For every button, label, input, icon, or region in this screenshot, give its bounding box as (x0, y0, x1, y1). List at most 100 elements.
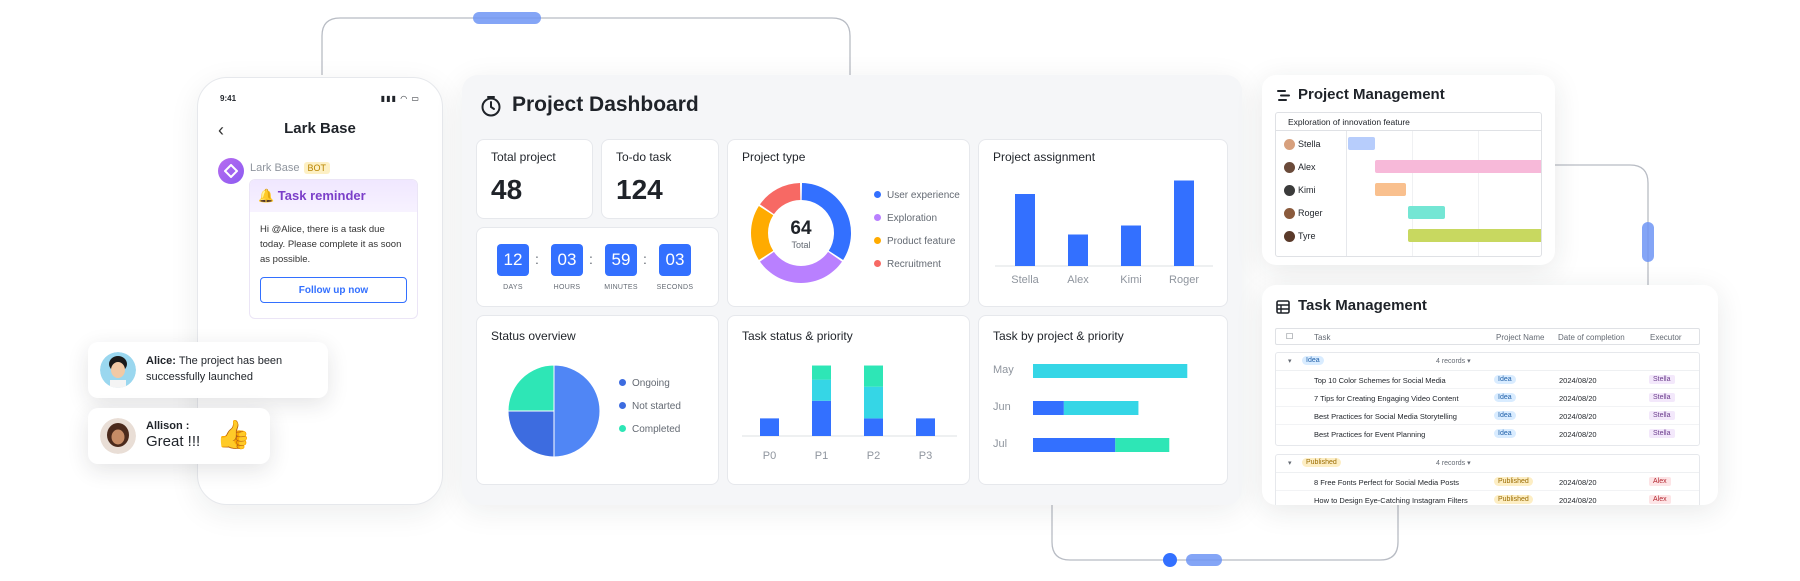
bar[interactable] (1068, 234, 1088, 267)
legend-dot (874, 237, 881, 244)
group-header[interactable]: ▾ Published 4 records ▾ (1276, 455, 1699, 473)
gantt-row-label[interactable]: Tyre (1276, 225, 1346, 247)
follow-up-button[interactable]: Follow up now (260, 277, 407, 303)
assignee-name: Roger (1298, 208, 1323, 218)
bot-avatar (218, 158, 244, 184)
group-tag: Idea (1302, 356, 1324, 365)
legend-dot (619, 425, 626, 432)
column-header-task[interactable]: Task (1314, 333, 1331, 342)
table-row[interactable]: Best Practices for Event Planning Idea 202… (1276, 426, 1699, 443)
tile-label: Project type (742, 150, 806, 164)
column-header-executor[interactable]: Executor (1650, 333, 1682, 342)
chat-message-allison: Allison : Great !!! 👍 (88, 408, 270, 464)
column-header-date[interactable]: Date of completion (1558, 333, 1625, 342)
x-tick-label: P1 (814, 450, 829, 462)
bar-segment[interactable] (916, 418, 935, 436)
legend-item: Exploration (874, 213, 937, 224)
task-reminder-card: 🔔 Task reminder Hi @Alice, there is a ta… (249, 179, 418, 319)
executor-tag: Stella (1649, 375, 1675, 384)
record-count[interactable]: 4 records ▾ (1436, 460, 1471, 467)
back-arrow-icon[interactable]: ‹ (218, 120, 224, 140)
pie-slice[interactable] (553, 364, 601, 458)
status-overview-tile[interactable]: Status overview Ongoing Not started Comp… (476, 315, 719, 485)
bar-segment[interactable] (812, 400, 831, 436)
gantt-bar[interactable] (1375, 183, 1407, 196)
table-group: ▾ Idea 4 records ▾ Top 10 Color Schemes for… (1275, 352, 1700, 446)
select-all-checkbox[interactable]: ☐ (1286, 332, 1294, 341)
bar-segment[interactable] (864, 365, 883, 387)
tile-label: Task by project & priority (993, 329, 1124, 343)
gantt-bar[interactable] (1408, 229, 1541, 242)
task-name: Best Practices for Social Media Storytel… (1314, 412, 1457, 421)
legend-label: Recruitment (887, 259, 941, 270)
donut-slice[interactable] (801, 183, 851, 260)
countdown-seconds: 03 (659, 244, 691, 276)
project-assignment-tile[interactable]: Project assignment Stella Alex Kimi Roger (978, 139, 1228, 307)
legend-label: User experience (887, 190, 960, 201)
group-header[interactable]: ▾ Idea 4 records ▾ (1276, 353, 1699, 371)
gantt-row-label[interactable]: Stella (1276, 133, 1346, 155)
bar-segment[interactable] (1033, 438, 1116, 452)
record-count[interactable]: 4 records ▾ (1436, 358, 1471, 365)
collapse-caret-icon[interactable]: ▾ (1288, 358, 1292, 365)
legend-item: Product feature (874, 236, 955, 247)
legend-dot (874, 260, 881, 267)
tile-label: Project assignment (993, 150, 1096, 164)
pie-slice[interactable] (507, 364, 555, 412)
thumbs-up-icon: 👍 (216, 419, 251, 450)
bar-segment[interactable] (864, 418, 883, 436)
table-row[interactable]: Top 10 Color Schemes for Social Media Ide… (1276, 372, 1699, 389)
completion-date: 2024/08/20 (1559, 376, 1597, 385)
bar[interactable] (1015, 194, 1035, 266)
status-overview-pie-chart (507, 364, 601, 458)
gantt-bar[interactable] (1375, 160, 1541, 173)
mobile-app-frame: 9:41 ▮▮▮ ◠ ▭ Lark Base ‹ Lark Base BOT 🔔 … (197, 77, 443, 505)
bar[interactable] (1174, 180, 1194, 267)
pie-slice[interactable] (507, 410, 555, 458)
gantt-row-label[interactable]: Alex (1276, 156, 1346, 178)
gantt-chart: Exploration of innovation feature Stella… (1275, 112, 1542, 257)
legend-item: Completed (619, 424, 680, 435)
table-row[interactable]: How to Design Eye-Catching Instagram Fil… (1276, 492, 1699, 505)
bot-name-label: Lark Base (250, 162, 300, 174)
bar-segment[interactable] (760, 418, 779, 436)
total-project-tile[interactable]: Total project 48 (476, 139, 593, 219)
chat-message-alice: Alice: The project has been successfully… (88, 342, 328, 398)
gantt-gridline (1412, 131, 1413, 256)
assignee-name: Tyre (1298, 231, 1316, 241)
collapse-caret-icon[interactable]: ▾ (1288, 460, 1292, 467)
task-by-project-tile[interactable]: Task by project & priority May Jun Jul (978, 315, 1228, 485)
bar-segment[interactable] (1115, 438, 1170, 452)
table-row[interactable]: Best Practices for Social Media Storytel… (1276, 408, 1699, 425)
gantt-row-label[interactable]: Kimi (1276, 179, 1346, 201)
gantt-bar[interactable] (1408, 206, 1446, 219)
column-header-project[interactable]: Project Name (1496, 333, 1545, 342)
task-status-priority-tile[interactable]: Task status & priority P0 P1 P2 P3 (727, 315, 970, 485)
x-tick-label: P0 (762, 450, 777, 462)
tile-label: Total project (491, 150, 556, 164)
tile-label: Status overview (491, 329, 576, 343)
avatar (100, 352, 136, 388)
gantt-bar[interactable] (1348, 137, 1376, 150)
table-row[interactable]: 7 Tips for Creating Engaging Video Conte… (1276, 390, 1699, 407)
donut-center-label: Total (791, 240, 811, 250)
donut-slice[interactable] (759, 183, 801, 215)
gantt-row-label[interactable]: Roger (1276, 202, 1346, 224)
bar-segment[interactable] (1033, 364, 1188, 378)
status-icons: ▮▮▮ ◠ ▭ (380, 94, 420, 103)
donut-slice[interactable] (759, 251, 843, 283)
bar[interactable] (1121, 225, 1141, 267)
bot-badge: BOT (303, 162, 331, 174)
bar-segment[interactable] (812, 365, 831, 380)
legend-label: Not started (632, 401, 681, 412)
table-row[interactable]: 8 Free Fonts Perfect for Social Media Po… (1276, 474, 1699, 491)
project-type-tile[interactable]: Project type 64 Total User experience Ex… (727, 139, 970, 307)
bar-segment[interactable] (1033, 401, 1064, 415)
table-header: ☐ Task Project Name Date of completion E… (1275, 328, 1700, 345)
todo-task-tile[interactable]: To-do task 124 (601, 139, 719, 219)
donut-slice[interactable] (751, 206, 774, 260)
tile-value: 48 (491, 174, 523, 205)
bar-segment[interactable] (1063, 401, 1139, 415)
bar-segment[interactable] (864, 386, 883, 419)
bar-segment[interactable] (812, 379, 831, 401)
